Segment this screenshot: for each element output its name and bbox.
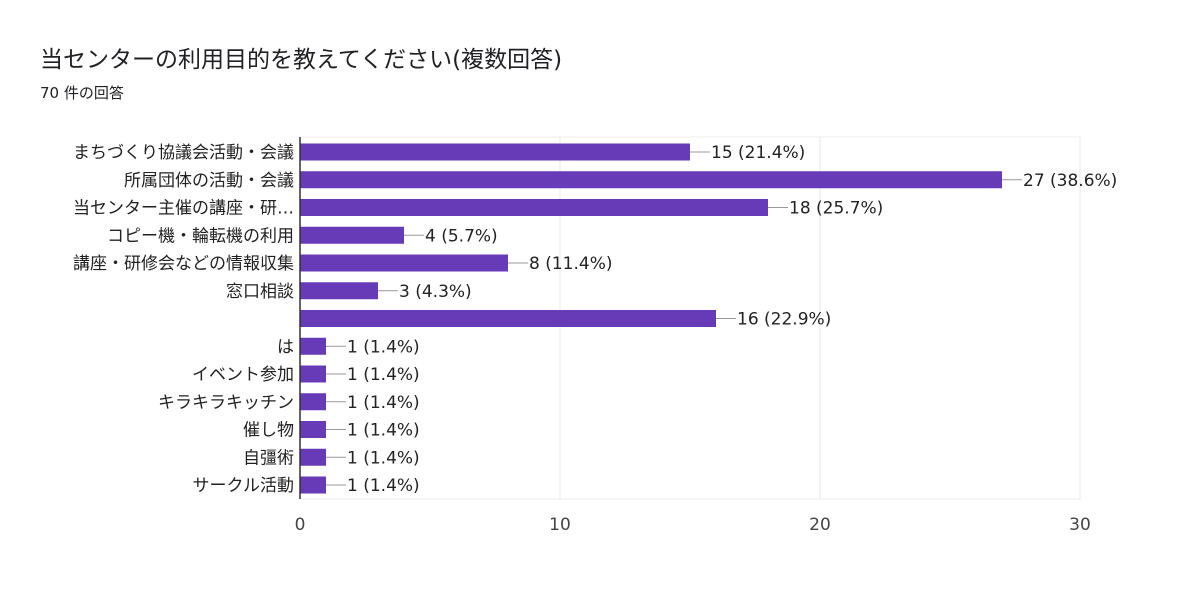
bar (300, 310, 716, 327)
category-label: まちづくり協議会活動・会議 (73, 143, 294, 163)
data-label: 8 (11.4%) (529, 254, 613, 274)
data-label: 1 (1.4%) (347, 337, 420, 357)
category-label: キラキラキッチン (158, 393, 294, 413)
x-tick-label: 20 (809, 515, 831, 535)
x-tick-label: 30 (1069, 515, 1091, 535)
bar (300, 365, 326, 383)
category-label: 所属団体の活動・会議 (124, 171, 294, 191)
data-label: 1 (1.4%) (347, 448, 420, 468)
data-label: 3 (4.3%) (399, 282, 472, 302)
data-label: 16 (22.9%) (737, 310, 831, 330)
bar (300, 199, 768, 216)
bar (300, 448, 326, 466)
bar (300, 171, 1002, 189)
data-label: 1 (1.4%) (347, 393, 420, 413)
bar (300, 226, 404, 244)
bar (300, 337, 326, 355)
data-label: 18 (25.7%) (789, 199, 883, 219)
data-label: 4 (5.7%) (425, 226, 498, 246)
category-label: 窓口相談 (226, 282, 294, 302)
bar (300, 476, 326, 494)
data-label: 1 (1.4%) (347, 476, 420, 496)
bar (300, 254, 508, 272)
bar (300, 421, 326, 438)
data-label: 1 (1.4%) (347, 365, 420, 385)
category-label: 当センター主催の講座・研… (73, 199, 294, 219)
chart-title: 当センターの利用目的を教えてください(複数回答) (40, 47, 563, 73)
category-label: 催し物 (243, 421, 294, 441)
x-tick-label: 0 (295, 515, 306, 535)
category-label: イベント参加 (192, 365, 294, 385)
category-label: 講座・研修会などの情報収集 (73, 254, 294, 274)
data-label: 1 (1.4%) (347, 421, 420, 441)
x-tick-label: 10 (549, 515, 571, 535)
category-label: は (277, 337, 294, 357)
category-label: 自彊術 (243, 448, 294, 468)
bar (300, 393, 326, 411)
category-label: サークル活動 (193, 476, 295, 496)
data-label: 15 (21.4%) (711, 143, 805, 163)
bar (300, 282, 378, 300)
data-label: 27 (38.6%) (1023, 171, 1117, 191)
bar (300, 143, 690, 161)
response-count: 70 件の回答 (40, 84, 124, 102)
category-label: コピー機・輪転機の利用 (107, 226, 294, 246)
